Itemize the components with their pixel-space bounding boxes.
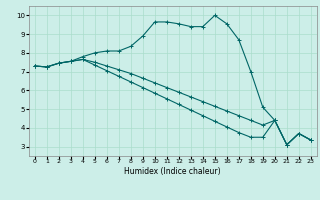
X-axis label: Humidex (Indice chaleur): Humidex (Indice chaleur): [124, 167, 221, 176]
